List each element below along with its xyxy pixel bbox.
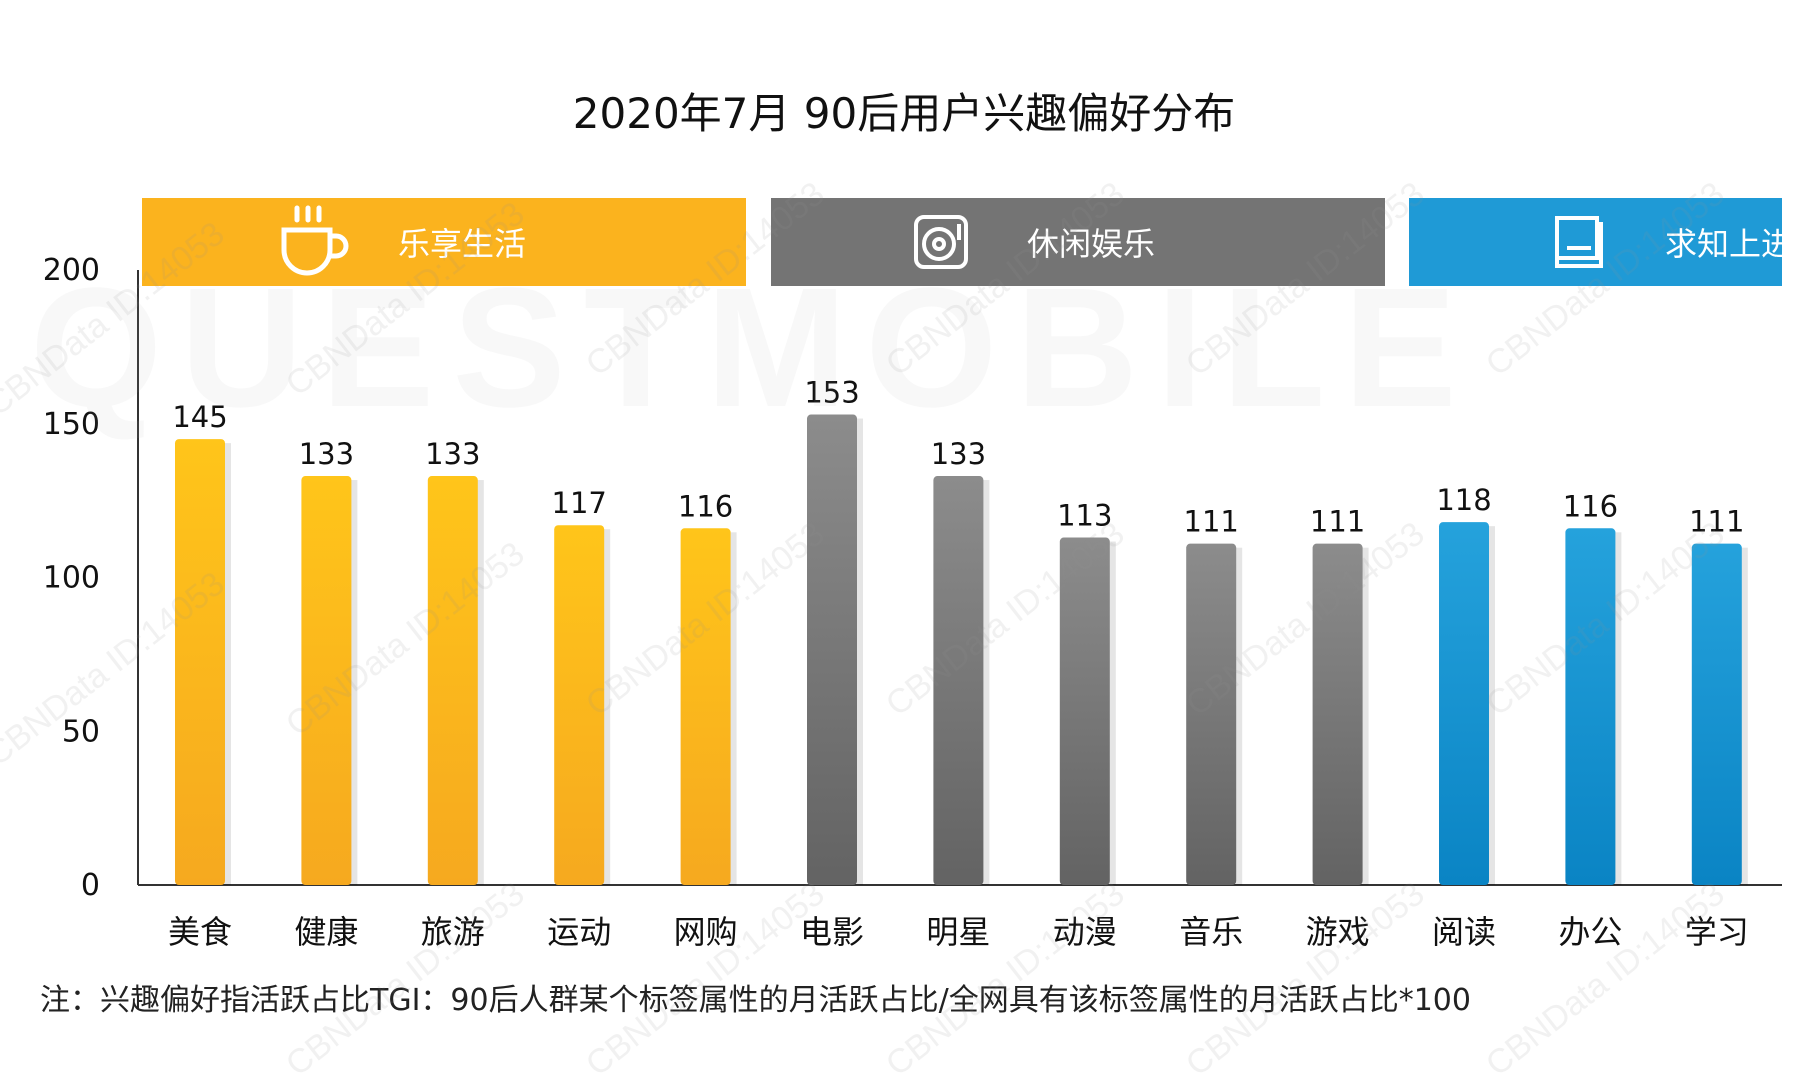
data-label: 117 [552,486,607,520]
x-tick-label: 运动 [547,913,611,951]
x-tick-label: 美食 [168,913,232,951]
data-label: 113 [1057,499,1112,533]
data-label: 118 [1436,483,1491,517]
x-tick-label: 明星 [926,913,990,951]
bar [175,439,225,885]
data-label: 111 [1689,505,1744,539]
x-tick-label: 游戏 [1306,913,1370,951]
vinyl-record-icon [914,215,968,269]
bar [1186,543,1237,885]
data-label: 116 [678,489,733,523]
y-tick-label: 150 [43,407,100,442]
group-band-2 [771,198,1385,286]
x-tick-label: 动漫 [1053,913,1117,951]
y-tick-label: 200 [43,253,100,288]
x-tick-label: 学习 [1685,913,1749,951]
bar [1312,543,1363,885]
bar [1439,522,1489,885]
bar [1691,543,1742,885]
x-tick-label: 电影 [800,913,864,951]
group-label-2: 休闲娱乐 [1027,225,1155,263]
data-label: 133 [425,437,480,471]
bar [1565,528,1616,885]
y-tick-label: 100 [43,561,100,596]
x-tick-label: 旅游 [421,913,485,951]
x-tick-label: 阅读 [1432,913,1496,951]
bar [1059,537,1110,885]
data-label: 111 [1184,505,1239,539]
y-tick-label: 0 [81,868,100,903]
x-tick-label: 健康 [294,913,358,951]
group-band-1 [142,198,746,286]
bar [807,414,857,885]
footnote: 注：兴趣偏好指活跃占比TGI：90后人群某个标签属性的月活跃占比/全网具有该标签… [40,983,1471,1018]
bar [680,528,731,885]
data-label: 111 [1310,505,1365,539]
data-label: 133 [299,437,354,471]
data-label: 133 [931,437,986,471]
x-tick-label: 网购 [674,913,738,951]
data-label: 153 [804,376,859,410]
bar [427,476,478,885]
data-label: 145 [172,400,227,434]
bar [301,476,352,885]
data-label: 116 [1563,489,1618,523]
bar [933,476,984,885]
chart-title: 2020年7月 90后用户兴趣偏好分布 [573,89,1235,138]
y-tick-label: 50 [62,714,100,749]
group-label-1: 乐享生活 [398,225,526,263]
x-tick-label: 音乐 [1179,913,1243,951]
book-icon [1555,216,1603,268]
bar [554,525,605,885]
x-tick-label: 办公 [1558,913,1622,951]
coffee-cup-icon [281,205,349,276]
group-label-3: 求知上进 [1665,225,1793,263]
